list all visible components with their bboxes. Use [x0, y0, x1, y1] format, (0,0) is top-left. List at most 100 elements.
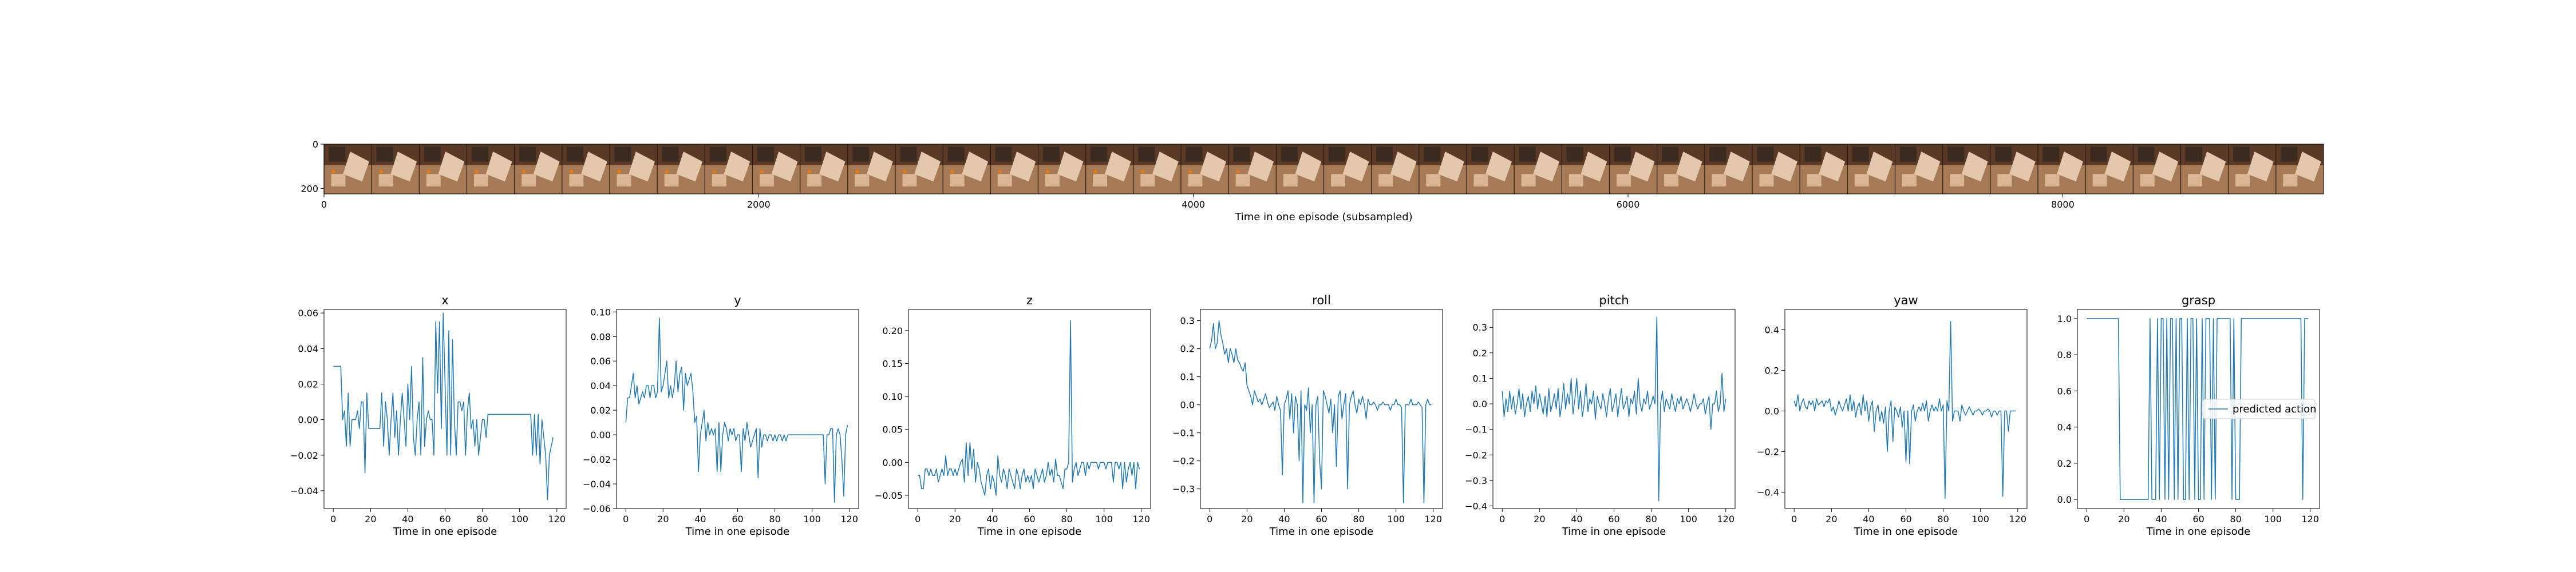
y-tick-label: 0.10 — [590, 307, 611, 317]
axes-frame — [908, 309, 1151, 509]
y-tick-label: 0.6 — [2057, 386, 2072, 396]
subplot-y: 0 20 40 60 80 100 120 −0.06 −0.04 −0.02 0.00 0.02 0.… — [583, 293, 859, 538]
filmstrip-frame — [990, 144, 1038, 194]
x-tick-label: 40 — [1278, 514, 1290, 525]
x-axis-label: Time in one episode — [1854, 526, 1958, 538]
filmstrip-frame — [1466, 144, 1515, 194]
x-tick-label: 60 — [1608, 514, 1619, 525]
legend-label: predicted action — [2233, 403, 2317, 415]
filmstrip-frame — [1323, 144, 1372, 194]
subplot-pitch: 0 20 40 60 80 100 120 −0.4 −0.3 −0.2 −0.1 0.0 0.1 0.2… — [1465, 293, 1736, 538]
y-tick-label: 0.08 — [590, 331, 611, 342]
x-tick-label: 40 — [2155, 514, 2167, 525]
filmstrip-frame — [1133, 144, 1181, 194]
x-tick-label: 80 — [1645, 514, 1657, 525]
x-tick-label: 120 — [2301, 514, 2319, 525]
y-tick-label: 0.15 — [882, 358, 903, 369]
series-line — [333, 312, 554, 500]
filmstrip-frame — [1752, 144, 1800, 194]
x-axis-label: Time in one episode — [393, 526, 497, 538]
filmstrip-frame — [2085, 144, 2134, 194]
x-tick-label: 120 — [548, 514, 566, 525]
y-tick-label: 0.3 — [1180, 316, 1195, 327]
y-tick-label: 0.0 — [2057, 494, 2072, 505]
filmstrip-frame — [1514, 144, 1562, 194]
filmstrip-frame — [1037, 144, 1086, 194]
axes-frame — [1784, 309, 2028, 509]
filmstrip-frame — [466, 144, 515, 194]
y-tick-label: 0.06 — [298, 308, 318, 319]
filmstrip-x-tick-label: 4000 — [1182, 199, 1205, 210]
series-line — [1209, 320, 1432, 503]
y-tick-label: −0.2 — [1465, 450, 1487, 460]
x-axis-label: Time in one episode — [685, 526, 790, 538]
filmstrip-frame — [657, 144, 705, 194]
filmstrip-frame — [704, 144, 753, 194]
subplot-roll: 0 20 40 60 80 100 120 −0.3 −0.2 −0.1 0.0 0.1 0.2 0.3 r… — [1172, 293, 1443, 538]
filmstrip-frame — [1799, 144, 1848, 194]
filmstrip-frame — [2275, 144, 2324, 194]
filmstrip-frame — [323, 144, 372, 194]
filmstrip-frame — [847, 144, 895, 194]
y-tick-label: 0.0 — [1473, 399, 1487, 410]
filmstrip-frame — [895, 144, 943, 194]
y-tick-label: 0.06 — [590, 356, 611, 367]
y-tick-label: 0.2 — [1765, 366, 1779, 376]
filmstrip-frame — [1228, 144, 1277, 194]
y-tick-label: 0.00 — [882, 457, 903, 468]
y-tick-label: 0.0 — [1765, 406, 1779, 417]
subplot-yaw: 0 20 40 60 80 100 120 −0.4 −0.2 0.0 0.2 0.4 yaw Time … — [1757, 293, 2028, 538]
axes-frame — [323, 309, 567, 509]
filmstrip-frame — [1561, 144, 1610, 194]
y-tick-label: −0.4 — [1757, 487, 1779, 498]
subplot-title: yaw — [1894, 293, 1918, 307]
filmstrip-frame — [1990, 144, 2038, 194]
filmstrip-frame — [1609, 144, 1657, 194]
x-tick-label: 100 — [1971, 514, 1989, 525]
y-tick-label: 0.0 — [1180, 400, 1195, 411]
y-tick-label: 0.1 — [1180, 372, 1195, 383]
y-tick-label: −0.05 — [875, 490, 903, 501]
subplot-title: pitch — [1599, 293, 1629, 307]
x-tick-label: 120 — [1424, 514, 1442, 525]
filmstrip-frame — [1847, 144, 1895, 194]
x-tick-label: 120 — [1132, 514, 1150, 525]
y-tick-label: 0.4 — [2057, 422, 2072, 433]
x-tick-label: 100 — [803, 514, 821, 525]
y-tick-label: −0.1 — [1172, 428, 1195, 439]
filmstrip-frame — [1371, 144, 1419, 194]
filmstrip-y-tick-label: 200 — [301, 183, 318, 194]
x-tick-label: 60 — [2192, 514, 2204, 525]
filmstrip-frame — [2228, 144, 2276, 194]
y-tick-label: 0.05 — [882, 424, 903, 435]
legend: predicted action — [2202, 399, 2317, 419]
x-tick-label: 40 — [402, 514, 413, 525]
x-tick-label: 0 — [1791, 514, 1797, 525]
filmstrip-frame — [609, 144, 658, 194]
filmstrip-frame — [2180, 144, 2229, 194]
y-tick-label: −0.4 — [1465, 501, 1487, 512]
subplot-title: y — [734, 293, 741, 307]
x-tick-label: 120 — [1717, 514, 1735, 525]
x-tick-label: 0 — [1207, 514, 1212, 525]
subplot-title: grasp — [2182, 293, 2215, 307]
y-tick-label: 0.2 — [1180, 344, 1195, 355]
y-tick-label: 0.10 — [882, 391, 903, 402]
filmstrip-frame — [2037, 144, 2086, 194]
x-tick-label: 80 — [476, 514, 488, 525]
x-tick-label: 60 — [732, 514, 743, 525]
axes-frame — [616, 309, 859, 509]
x-tick-label: 0 — [915, 514, 920, 525]
subplot-title: z — [1026, 293, 1033, 307]
x-tick-label: 60 — [1900, 514, 1911, 525]
x-axis-label: Time in one episode — [977, 526, 1082, 538]
filmstrip-frame — [1180, 144, 1229, 194]
y-tick-label: −0.04 — [290, 486, 318, 496]
x-tick-label: 80 — [1353, 514, 1364, 525]
x-tick-label: 40 — [986, 514, 998, 525]
subplot-title: x — [441, 293, 448, 307]
y-tick-label: 0.2 — [2057, 458, 2072, 469]
y-tick-label: 0.8 — [2057, 349, 2072, 360]
